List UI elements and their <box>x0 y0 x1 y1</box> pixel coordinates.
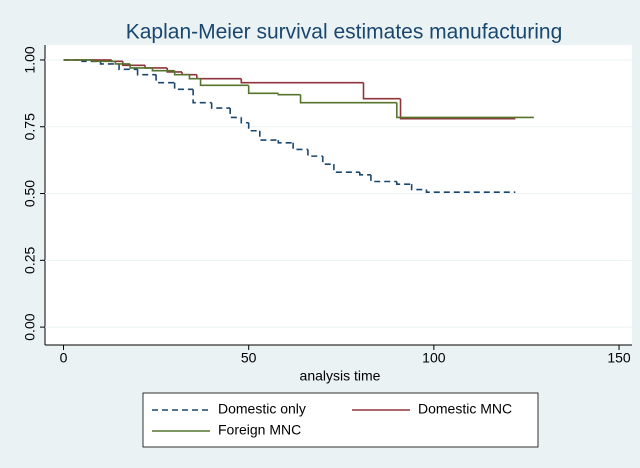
survival-step <box>199 78 249 87</box>
y-tick-label: 0.00 <box>22 313 38 340</box>
survival-step <box>247 122 260 132</box>
survival-step <box>333 164 360 173</box>
survival-step <box>155 74 175 84</box>
survival-step <box>129 63 153 69</box>
survival-step <box>229 108 242 119</box>
x-tick-label: 100 <box>422 350 446 366</box>
survival-step <box>173 82 194 91</box>
plot-area <box>45 45 632 345</box>
y-tick-label: 0.75 <box>22 113 38 140</box>
survival-step <box>396 102 534 119</box>
survival-step <box>240 117 249 124</box>
survival-step <box>240 78 364 84</box>
survival-step <box>92 59 116 63</box>
survival-step <box>188 74 201 80</box>
x-tick-label: 50 <box>241 350 257 366</box>
legend <box>142 392 539 448</box>
y-tick-label: 0.50 <box>22 180 38 207</box>
legend-label: Domestic only <box>218 401 306 417</box>
legend-label: Foreign MNC <box>218 422 301 438</box>
survival-step <box>425 189 516 193</box>
y-tick-label: 0.25 <box>22 246 38 273</box>
x-tick-label: 150 <box>607 350 631 366</box>
chart-title: Kaplan-Meier survival estimates manufact… <box>126 21 563 44</box>
survival-step <box>210 102 231 109</box>
survival-step <box>410 184 427 191</box>
survival-step <box>399 98 516 120</box>
survival-step <box>370 174 397 183</box>
survival-step <box>99 61 120 65</box>
survival-step <box>307 149 323 157</box>
survival-step <box>396 181 412 185</box>
survival-step <box>151 67 175 72</box>
survival-step <box>166 67 183 73</box>
survival-step <box>321 156 334 165</box>
survival-step <box>192 89 212 104</box>
x-axis-label: analysis time <box>300 368 381 384</box>
survival-step <box>247 85 279 95</box>
survival-step <box>292 142 308 151</box>
survival-step <box>277 140 294 144</box>
survival-step <box>358 172 371 176</box>
survival-step <box>299 94 397 104</box>
survival-step <box>114 61 131 65</box>
survival-step <box>121 61 145 67</box>
survival-step <box>118 63 138 71</box>
survival-step <box>277 93 301 96</box>
y-tick-label: 1.00 <box>22 46 38 73</box>
legend-label: Domestic MNC <box>418 401 512 417</box>
x-tick-label: 0 <box>60 350 68 366</box>
survival-step <box>173 70 190 76</box>
survival-step <box>362 82 401 100</box>
survival-step <box>259 130 279 141</box>
survival-step <box>136 69 157 76</box>
